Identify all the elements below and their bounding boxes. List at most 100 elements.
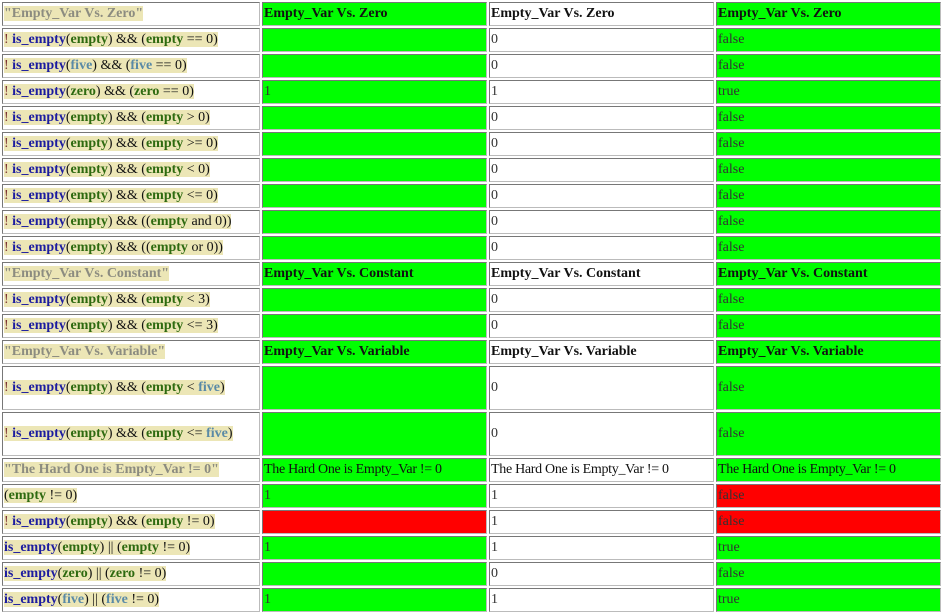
result-value: false <box>718 136 745 151</box>
result-cell-2: 0 <box>489 314 714 338</box>
table-row: ! is_empty(empty) && (empty <= 0) 0 false <box>2 184 941 208</box>
result-cell-1: Empty_Var Vs. Variable <box>262 340 487 364</box>
section-title: "Empty_Var Vs. Constant" <box>4 266 170 281</box>
code-token-op: or 0)) <box>187 240 223 255</box>
table-row: ! is_empty(empty) && (empty == 0) 0 false <box>2 28 941 52</box>
code-token-bang: ! <box>4 214 13 229</box>
code-token-var: zero <box>134 84 160 99</box>
result-value: 1 <box>491 84 498 99</box>
code-token-fn: is_empty <box>12 188 66 203</box>
code-token-op: <= <box>183 426 207 441</box>
result-cell-2: 1 <box>489 510 714 534</box>
result-cell-3: false <box>716 288 941 312</box>
result-cell-2: Empty_Var Vs. Variable <box>489 340 714 364</box>
result-cell-3: false <box>716 54 941 78</box>
column-label: Empty_Var Vs. Zero <box>491 6 615 21</box>
section-header-row: "Empty_Var Vs. Constant" Empty_Var Vs. Co… <box>2 262 941 286</box>
code-token-var: empty <box>145 188 184 203</box>
result-cell-3: false <box>716 562 941 586</box>
code-token-op: ) && ( <box>107 32 146 47</box>
result-cell-1: Empty_Var Vs. Constant <box>262 262 487 286</box>
table-row: is_empty(zero) || (zero != 0) 0 false <box>2 562 941 586</box>
code-token-fn: is_empty <box>12 240 66 255</box>
code-token-bang: ! <box>4 240 13 255</box>
section-header-row: "Empty_Var Vs. Zero" Empty_Var Vs. Zero Em… <box>2 2 941 26</box>
highlighted-code: is_empty(five) || (five != 0) <box>4 592 160 607</box>
code-token-op: ( <box>65 318 71 333</box>
result-value: 1 <box>491 540 498 555</box>
result-cell-3: Empty_Var Vs. Variable <box>716 340 941 364</box>
section-header-row: "Empty_Var Vs. Variable" Empty_Var Vs. Va… <box>2 340 941 364</box>
column-label: Empty_Var Vs. Variable <box>491 344 637 359</box>
code-token-op: != 0) <box>127 592 160 607</box>
table-row: ! is_empty(empty) && (empty > 0) 0 false <box>2 106 941 130</box>
table-row: ! is_empty(empty) && (empty >= 0) 0 false <box>2 132 941 156</box>
code-token-bang: ! <box>4 426 13 441</box>
result-value: 0 <box>491 188 498 203</box>
highlighted-code: ! is_empty(empty) && (empty <= 0) <box>4 188 218 203</box>
code-token-bang: ! <box>4 162 13 177</box>
code-token-var: empty <box>145 292 184 307</box>
code-token-op: ( <box>65 426 71 441</box>
result-value: 0 <box>491 136 498 151</box>
highlighted-code: "Empty_Var Vs. Variable" <box>4 344 166 359</box>
result-value: 0 <box>491 162 498 177</box>
code-token-bang: ! <box>4 58 13 73</box>
code-token-bang: ! <box>4 380 13 395</box>
result-cell-2: 0 <box>489 236 714 260</box>
code-token-op: ) && ( <box>107 514 146 529</box>
result-cell-1: 1 <box>262 536 487 560</box>
result-value: false <box>718 514 745 529</box>
code-token-var: empty <box>150 240 188 255</box>
section-title-cell: "Empty_Var Vs. Constant" <box>2 262 260 286</box>
code-token-op: != 0) <box>135 566 167 581</box>
result-value: 1 <box>264 488 271 503</box>
table-row: ! is_empty(empty) && ((empty and 0)) 0 fal… <box>2 210 941 234</box>
highlighted-code: "Empty_Var Vs. Zero" <box>4 6 144 21</box>
code-token-fn: is_empty <box>4 540 58 555</box>
code-token-var: empty <box>145 514 184 529</box>
code-token-fn: is_empty <box>12 380 66 395</box>
highlighted-code: "The Hard One is Empty_Var != 0" <box>4 462 219 477</box>
code-token-var: empty <box>145 110 184 125</box>
code-token-op: ( <box>57 566 63 581</box>
result-value: false <box>718 214 745 229</box>
code-token-bang: ! <box>4 136 13 151</box>
code-token-op: ( <box>57 592 63 607</box>
result-cell-1 <box>262 562 487 586</box>
result-cell-1 <box>262 366 487 410</box>
code-token-var: empty <box>70 214 108 229</box>
result-value: 0 <box>491 110 498 125</box>
result-value: 1 <box>264 84 271 99</box>
section-title: "The Hard One is Empty_Var != 0" <box>4 462 219 477</box>
highlighted-code: ! is_empty(five) && (five == 0) <box>4 58 187 73</box>
result-cell-2: 1 <box>489 80 714 104</box>
column-label: Empty_Var Vs. Constant <box>491 266 641 281</box>
expression-cell: (empty != 0) <box>2 484 260 508</box>
result-cell-3: false <box>716 210 941 234</box>
code-token-op: ) && (( <box>107 214 151 229</box>
code-token-var: zero <box>109 566 136 581</box>
result-cell-1 <box>262 184 487 208</box>
code-token-var: empty <box>62 540 100 555</box>
code-token-var: empty <box>70 514 108 529</box>
result-value: 0 <box>491 32 498 47</box>
result-value: 0 <box>491 214 498 229</box>
result-cell-2: 0 <box>489 28 714 52</box>
code-token-op: ) || ( <box>87 566 110 581</box>
result-value: 1 <box>264 540 271 555</box>
code-token-fn: is_empty <box>12 58 66 73</box>
code-token-var: empty <box>70 426 108 441</box>
highlighted-code: ! is_empty(empty) && (empty >= 0) <box>4 136 218 151</box>
code-token-op: ) && ( <box>107 318 146 333</box>
result-cell-2: 1 <box>489 588 714 612</box>
result-cell-2: 1 <box>489 536 714 560</box>
result-cell-2: 0 <box>489 562 714 586</box>
result-value: false <box>718 240 745 255</box>
code-token-op: ) || ( <box>99 540 122 555</box>
code-token-op: ( <box>65 240 71 255</box>
result-value: false <box>718 566 745 581</box>
result-value: 0 <box>491 292 498 307</box>
expression-cell: ! is_empty(empty) && (empty < 3) <box>2 288 260 312</box>
result-cell-1 <box>262 210 487 234</box>
